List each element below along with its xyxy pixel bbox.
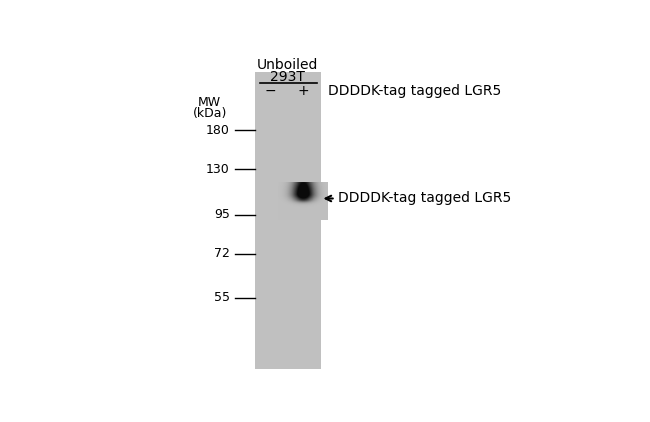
Text: (kDa): (kDa) xyxy=(192,106,227,119)
Bar xyxy=(255,72,320,369)
Text: Unboiled: Unboiled xyxy=(257,58,318,72)
Text: 95: 95 xyxy=(214,208,230,221)
Text: DDDDK-tag tagged LGR5: DDDDK-tag tagged LGR5 xyxy=(338,192,512,206)
Text: 293T: 293T xyxy=(270,70,306,84)
Text: DDDDK-tag tagged LGR5: DDDDK-tag tagged LGR5 xyxy=(328,84,501,97)
Text: 72: 72 xyxy=(214,247,230,260)
Text: 55: 55 xyxy=(214,291,230,304)
Text: 180: 180 xyxy=(206,124,230,137)
Text: −: − xyxy=(265,84,276,97)
Text: MW: MW xyxy=(198,96,221,109)
Text: +: + xyxy=(297,84,309,97)
Text: 130: 130 xyxy=(206,163,230,176)
